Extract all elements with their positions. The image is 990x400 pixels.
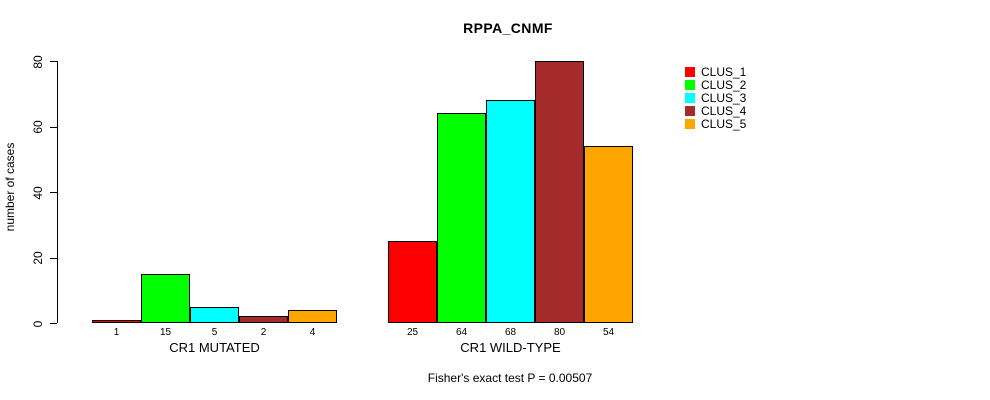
- legend-swatch-clus_5: [685, 118, 695, 129]
- legend-item-clus_2: CLUS_2: [685, 77, 747, 92]
- legend-item-clus_4: CLUS_4: [685, 103, 747, 118]
- y-tick-label: 20: [31, 251, 45, 265]
- legend: CLUS_1 CLUS_2 CLUS_3 CLUS_4 CLUS_5: [685, 64, 747, 131]
- legend-swatch-clus_3: [685, 92, 695, 103]
- legend-label: CLUS_5: [701, 116, 747, 131]
- bar-value-label: 25: [406, 327, 419, 338]
- bar-clus_2-group1: [141, 273, 190, 323]
- bar-value-label: 54: [602, 327, 615, 338]
- bar-value-label: 2: [260, 327, 267, 338]
- legend-item-clus_3: CLUS_3: [685, 90, 747, 105]
- y-tick: [50, 192, 57, 193]
- legend-label: CLUS_4: [701, 103, 747, 118]
- legend-swatch-clus_4: [685, 105, 695, 116]
- bar-clus_3-group1: [190, 306, 239, 323]
- bar-clus_5-group1: [288, 309, 337, 323]
- x-category-label-cr1-wild-type: CR1 WILD-TYPE: [460, 340, 561, 355]
- y-tick-label: 60: [31, 120, 45, 134]
- y-tick: [50, 257, 57, 259]
- legend-label: CLUS_3: [701, 90, 747, 105]
- x-category-label-cr1-mutated: CR1 MUTATED: [169, 340, 260, 355]
- bar-value-label: 68: [504, 327, 517, 338]
- y-axis-line: [57, 61, 58, 323]
- legend-swatch-clus_2: [685, 79, 695, 90]
- y-tick-label: 40: [31, 185, 45, 200]
- y-tick: [50, 323, 57, 324]
- bar-clus_1-group1: [92, 319, 141, 323]
- bar-clus_2-group2: [437, 113, 486, 323]
- bar-clus_3-group2: [486, 100, 535, 323]
- bar-value-label: 4: [309, 327, 316, 338]
- legend-item-clus_1: CLUS_1: [685, 64, 747, 79]
- legend-item-clus_5: CLUS_5: [685, 116, 747, 131]
- legend-label: CLUS_2: [701, 77, 747, 92]
- fisher-test-annotation: Fisher's exact test P = 0.00507: [427, 371, 593, 385]
- bar-value-label: 1: [113, 327, 120, 338]
- legend-swatch-clus_1: [685, 66, 695, 77]
- y-axis-label: number of cases: [3, 142, 17, 232]
- bar-clus_1-group2: [388, 241, 437, 323]
- bar-value-label: 80: [553, 327, 566, 338]
- bar-value-label: 5: [211, 327, 218, 338]
- legend-label: CLUS_1: [701, 64, 747, 79]
- bar-value-label: 15: [159, 327, 172, 338]
- y-tick-label: 0: [31, 320, 45, 327]
- y-tick-label: 80: [31, 54, 45, 69]
- bar-clus_5-group2: [584, 146, 633, 323]
- bar-value-label: 64: [455, 327, 468, 338]
- bar-clus_4-group2: [535, 61, 584, 323]
- y-tick: [50, 61, 57, 62]
- chart-title: RPPA_CNMF: [463, 20, 553, 36]
- y-tick: [50, 126, 57, 128]
- bar-clus_4-group1: [239, 316, 288, 323]
